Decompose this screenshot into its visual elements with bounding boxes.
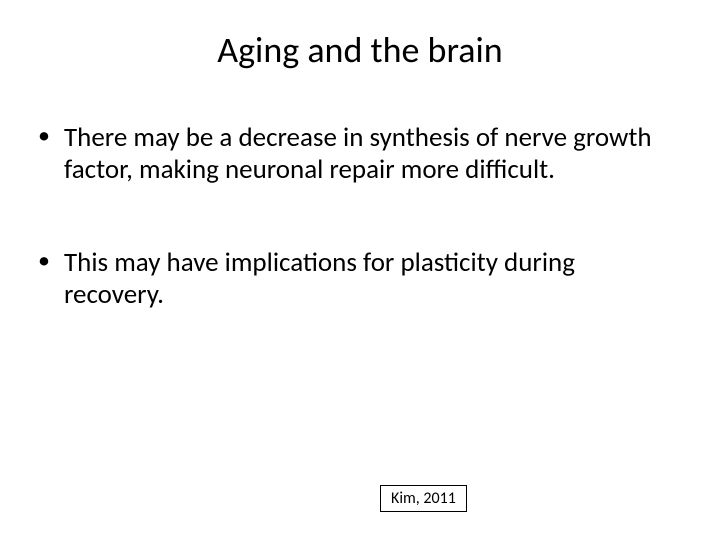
slide-title: Aging and the brain: [0, 0, 720, 92]
bullet-list: There may be a decrease in synthesis of …: [0, 92, 720, 312]
bullet-item: There may be a decrease in synthesis of …: [36, 122, 680, 187]
citation-box: Kim, 2011: [380, 485, 467, 512]
bullet-item: This may have implications for plasticit…: [36, 247, 680, 312]
